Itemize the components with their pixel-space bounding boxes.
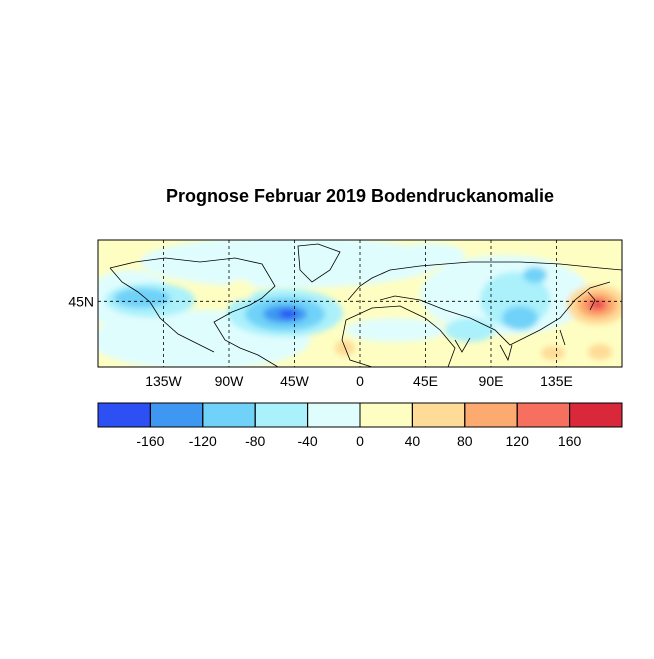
colorbar-tick-label: -40: [297, 433, 317, 449]
anomaly-area: [140, 240, 440, 288]
coastline: [347, 261, 622, 301]
title: Prognose Februar 2019 Bodendruckanomalie: [166, 186, 554, 206]
anomaly-field: [98, 240, 622, 367]
anomaly-area: [395, 243, 465, 267]
colorbar-tick-label: -120: [189, 433, 217, 449]
x-tick-label: 90W: [215, 373, 245, 389]
anomaly-area: [523, 267, 547, 283]
colorbar-box: [97, 402, 151, 428]
colorbar-box: [254, 402, 309, 428]
x-tick-label: 45E: [413, 373, 438, 389]
colorbar-tick-label: 160: [558, 433, 582, 449]
colorbar-box: [411, 402, 466, 428]
colorbar-box: [149, 402, 204, 428]
colorbar-tick-label: 40: [405, 433, 421, 449]
coastline: [379, 281, 611, 346]
coastline: [345, 305, 456, 367]
x-tick-label: 0: [356, 373, 364, 389]
colorbar-box: [202, 402, 256, 428]
y-tick-label: 45N: [68, 293, 94, 309]
coastline: [341, 319, 373, 367]
map: [98, 240, 622, 367]
anomaly-area: [541, 346, 565, 360]
coastline: [454, 291, 596, 362]
coastline: [297, 243, 341, 283]
anomaly-area: [226, 280, 254, 300]
coastline: [109, 267, 215, 353]
anomaly-area: [588, 344, 612, 360]
colorbar-box: [307, 402, 361, 428]
x-tick-label: 135W: [145, 373, 182, 389]
x-tick-label: 90E: [479, 373, 504, 389]
colorbar-box: [359, 402, 413, 428]
colorbar-tick-label: 80: [457, 433, 473, 449]
colorbar-box: [569, 402, 623, 428]
colorbar-box: [464, 402, 518, 428]
anomaly-area: [114, 288, 170, 308]
colorbar-tick-label: -160: [136, 433, 164, 449]
colorbar-tick-label: -80: [245, 433, 265, 449]
x-tick-label: 45W: [280, 373, 310, 389]
colorbar-box: [516, 402, 571, 428]
anomaly-area: [594, 301, 602, 307]
colorbar: -160 -120 -80 -40 0 40 80 120 160: [97, 402, 623, 449]
anomaly-area: [502, 306, 538, 330]
colorbar-tick-label: 0: [356, 433, 364, 449]
colorbar-tick-label: 120: [506, 433, 530, 449]
coastline: [109, 257, 279, 367]
anomaly-area: [345, 318, 445, 342]
x-tick-label: 135E: [540, 373, 573, 389]
anomaly-area: [279, 310, 297, 318]
